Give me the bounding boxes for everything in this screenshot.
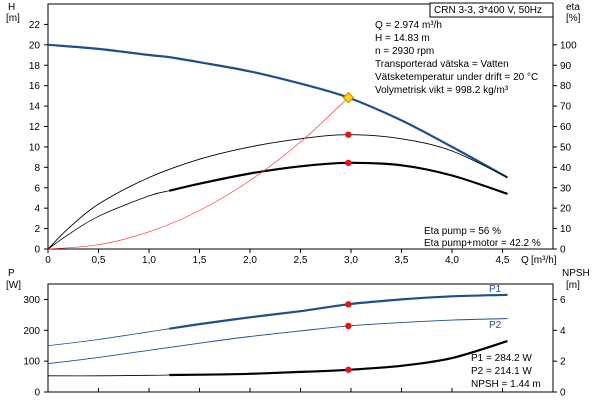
- operating-point-marker: [345, 366, 352, 373]
- x-tick-label: 0: [45, 255, 51, 266]
- eta-pump-text: Eta pump = 56 %: [424, 226, 501, 237]
- info-npsh: NPSH = 1.44 m: [471, 379, 541, 390]
- x-tick-label: 4,0: [445, 255, 459, 266]
- y-right-tick-label: 100: [560, 40, 577, 51]
- lower-left-axis-label: P: [8, 268, 15, 279]
- x-tick-label: 1,5: [193, 255, 207, 266]
- y-right-tick-label: 80: [560, 81, 572, 92]
- y-left-tick-label: 16: [29, 81, 41, 92]
- lower-right-axis-label: NPSH: [562, 268, 590, 279]
- curve-thin-segment: [47, 374, 170, 377]
- x-axis-unit: [m³/h]: [531, 255, 557, 266]
- y-right-tick-label: 70: [560, 102, 572, 113]
- lower-right-axis-unit: [m]: [566, 280, 580, 291]
- info-flow: Q = 2.974 m³/h: [375, 20, 442, 31]
- title-box-text: CRN 3-3, 3*400 V, 50Hz: [434, 5, 542, 16]
- y-right-tick-label: 30: [560, 183, 572, 194]
- operating-point-marker: [345, 322, 352, 330]
- info-density: Volymetrisk vikt = 998.2 kg/m³: [375, 85, 509, 96]
- y-left-tick-label: 8: [34, 163, 40, 174]
- y-right-tick-label: 90: [560, 61, 572, 72]
- operating-point-marker: [345, 159, 352, 167]
- series-label-p2: P2: [489, 320, 502, 331]
- eta-pump-motor-text: Eta pump+motor = 42.2 %: [424, 238, 541, 249]
- upper-info-block: Q = 2.974 m³/h H = 14.83 m n = 2930 rpm …: [375, 20, 538, 96]
- curve: [47, 43, 509, 179]
- info-speed: n = 2930 rpm: [375, 46, 434, 57]
- y-left-tick-label: 22: [29, 20, 41, 31]
- operating-point-markers: [342, 91, 355, 373]
- lower-left-axis-unit: [W]: [6, 280, 21, 291]
- curve-thin-segment: [47, 328, 170, 347]
- x-axis-label: Q: [521, 255, 529, 266]
- x-tick-label: 0,5: [92, 255, 106, 266]
- y-right-tick-label: 60: [560, 122, 572, 133]
- curve-thick-segment: [169, 340, 508, 377]
- y-left-tick-label: 18: [29, 61, 41, 72]
- curve-thick-segment: [168, 161, 508, 195]
- x-tick-label: 3,0: [344, 255, 358, 266]
- series-label-p1: P1: [489, 284, 502, 295]
- title-box: [429, 2, 554, 18]
- upper-plot-frame: [47, 3, 554, 250]
- duty-point-diamond: [342, 91, 355, 104]
- y-right-tick-label: 20: [560, 204, 572, 215]
- info-head: H = 14.83 m: [375, 33, 430, 44]
- y-right-tick-label: 40: [560, 163, 572, 174]
- y-right-tick-label: 0: [560, 245, 566, 256]
- info-temperature: Vätsketemperatur under drift = 20 °C: [375, 72, 538, 83]
- curves: [47, 43, 509, 377]
- upper-left-axis-unit: [m]: [6, 13, 20, 24]
- system-curve: [47, 97, 349, 250]
- y-left-tick-label: 4: [34, 204, 40, 215]
- upper-right-axis-label: eta: [566, 2, 580, 13]
- x-tick-label: 2,0: [243, 255, 257, 266]
- eta-info-block: Eta pump = 56 % Eta pump+motor = 42.2 %: [424, 226, 541, 249]
- info-p2: P2 = 214.1 W: [471, 366, 532, 377]
- curve-thin-segment: [47, 190, 170, 250]
- y-left-tick-label: 0: [34, 245, 40, 256]
- operating-point-marker: [345, 131, 352, 138]
- lower-info-block: P1 = 284.2 W P2 = 214.1 W NPSH = 1.44 m: [471, 353, 541, 390]
- info-liquid: Transporterad vätska = Vatten: [375, 59, 509, 70]
- y-right-tick-label: 4: [560, 326, 566, 337]
- x-tick-label: 4,5: [496, 255, 510, 266]
- operating-point-marker: [345, 301, 352, 308]
- y-right-tick-label: 0: [560, 388, 566, 399]
- upper-right-axis-unit: [%]: [566, 13, 581, 24]
- y-right-tick-label: 6: [560, 295, 566, 306]
- x-tick-label: 3,5: [395, 255, 409, 266]
- y-right-tick-label: 10: [560, 224, 572, 235]
- y-left-tick-label: 2: [34, 224, 40, 235]
- y-left-tick-label: 6: [34, 183, 40, 194]
- x-tick-label: 2,5: [294, 255, 308, 266]
- y-left-tick-label: 20: [29, 40, 41, 51]
- y-right-tick-label: 2: [560, 357, 566, 368]
- curve: [47, 134, 508, 250]
- curve: [47, 318, 508, 365]
- y-left-tick-label: 0: [34, 388, 40, 399]
- info-p1: P1 = 284.2 W: [471, 353, 532, 364]
- y-left-tick-label: 300: [23, 295, 40, 306]
- y-left-tick-label: 100: [23, 357, 40, 368]
- y-left-tick-label: 14: [29, 102, 41, 113]
- y-right-tick-label: 50: [560, 142, 572, 153]
- axis-ticks: 0 0,5 1,0 1,5 2,0 2,5 3,0 3,5 4,0 4,5 0 2 4 6 8 10 12 14 1…: [23, 20, 577, 399]
- y-left-tick-label: 12: [29, 122, 41, 133]
- upper-left-axis-label: H: [8, 2, 15, 13]
- curve-thick-segment: [169, 293, 508, 330]
- y-left-tick-label: 10: [29, 142, 41, 153]
- y-left-tick-label: 200: [23, 326, 40, 337]
- x-tick-label: 1,0: [142, 255, 156, 266]
